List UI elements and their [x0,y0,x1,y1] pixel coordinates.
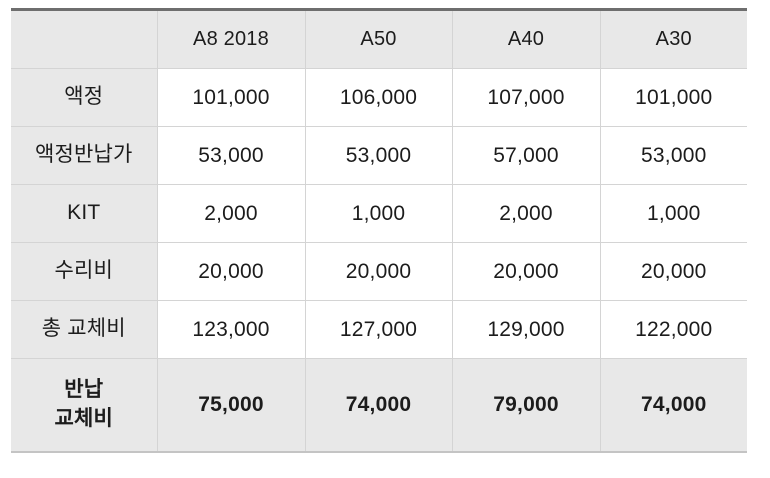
row-header-lcd-return: 액정반납가 [11,126,158,185]
row-header-return-replacement: 반납 교체비 [11,358,158,452]
data-cell: 2,000 [451,184,601,243]
corner-cell [11,9,158,69]
column-header-a8-2018: A8 2018 [156,9,306,69]
page: A8 2018 A50 A40 A30 액정 101,000 106,000 1… [0,8,770,478]
data-cell: 20,000 [599,242,747,301]
data-cell: 1,000 [304,184,453,243]
table-row-repair-fee: 수리비 20,000 20,000 20,000 20,000 [11,242,747,301]
data-cell: 101,000 [599,68,747,127]
data-cell: 1,000 [599,184,747,243]
data-cell: 127,000 [304,300,453,359]
data-cell: 53,000 [156,126,306,185]
data-cell: 53,000 [599,126,747,185]
column-header-a40: A40 [451,9,601,69]
data-cell: 57,000 [451,126,601,185]
row-header-total-replacement: 총 교체비 [11,300,158,359]
data-cell: 106,000 [304,68,453,127]
data-cell: 20,000 [304,242,453,301]
row-header-repair-fee: 수리비 [11,242,158,301]
column-header-a50: A50 [304,9,453,69]
table-row-return-replacement: 반납 교체비 75,000 74,000 79,000 74,000 [11,358,747,452]
data-cell: 107,000 [451,68,601,127]
row-header-lcd: 액정 [11,68,158,127]
data-cell: 79,000 [451,358,601,452]
header-row: A8 2018 A50 A40 A30 [11,9,747,69]
table-row-lcd-return: 액정반납가 53,000 53,000 57,000 53,000 [11,126,747,185]
data-cell: 2,000 [156,184,306,243]
data-cell: 101,000 [156,68,306,127]
column-header-a30: A30 [599,9,747,69]
table-row-lcd: 액정 101,000 106,000 107,000 101,000 [11,68,747,127]
data-cell: 20,000 [156,242,306,301]
data-cell: 20,000 [451,242,601,301]
price-comparison-table: A8 2018 A50 A40 A30 액정 101,000 106,000 1… [11,8,747,453]
data-cell: 75,000 [156,358,306,452]
table-row-total-replacement: 총 교체비 123,000 127,000 129,000 122,000 [11,300,747,359]
row-header-kit: KIT [11,184,158,243]
data-cell: 122,000 [599,300,747,359]
data-cell: 129,000 [451,300,601,359]
table-row-kit: KIT 2,000 1,000 2,000 1,000 [11,184,747,243]
data-cell: 123,000 [156,300,306,359]
data-cell: 74,000 [304,358,453,452]
data-cell: 53,000 [304,126,453,185]
data-cell: 74,000 [599,358,747,452]
